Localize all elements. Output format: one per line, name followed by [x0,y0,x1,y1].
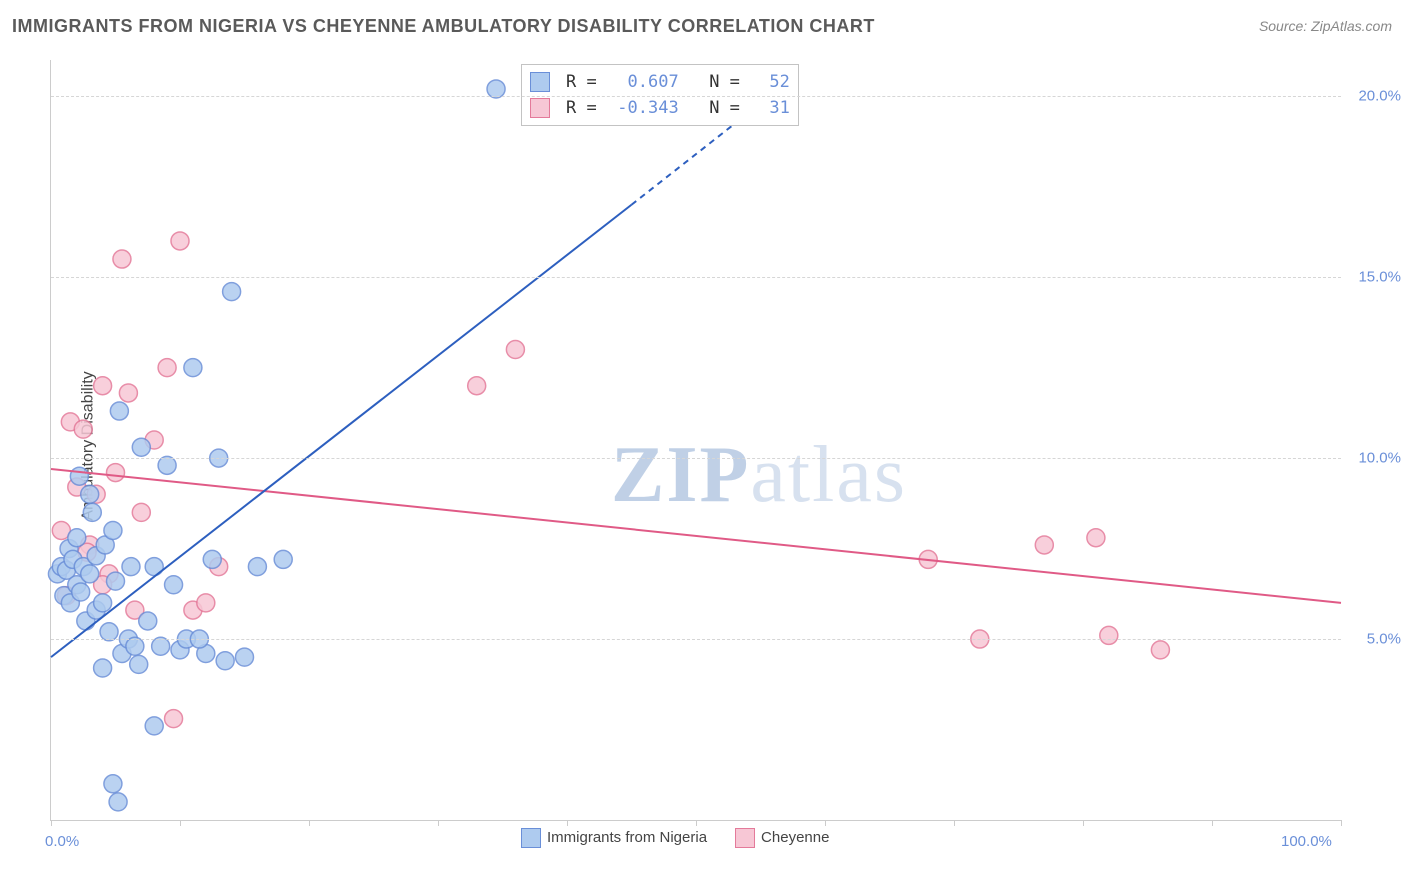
scatter-point [203,550,221,568]
scatter-point [184,359,202,377]
scatter-point [145,717,163,735]
scatter-point [139,612,157,630]
correlation-stats-box: R = 0.607 N = 52 R = -0.343 N = 31 [521,64,799,126]
legend-bottom: Immigrants from Nigeria Cheyenne [521,828,829,848]
x-tick-mark [696,820,697,826]
x-tick-mark [567,820,568,826]
chart-plot-area: ZIPatlas R =0.607 N =52R =-0.343 N =31 I… [50,60,1341,821]
scatter-point [468,377,486,395]
x-tick-label: 0.0% [45,833,79,850]
scatter-point [132,503,150,521]
scatter-point [109,793,127,811]
x-tick-label: 100.0% [1281,833,1332,850]
scatter-point [113,250,131,268]
scatter-point [158,359,176,377]
scatter-point [216,652,234,670]
scatter-point [130,655,148,673]
legend-item: Immigrants from Nigeria [521,828,707,848]
scatter-point [107,464,125,482]
legend-item: Cheyenne [735,828,829,848]
scatter-point [165,710,183,728]
y-tick-label: 10.0% [1358,450,1401,467]
stat-n-value: 52 [750,69,790,95]
stat-r-label: R = [566,69,597,95]
scatter-point [81,565,99,583]
stat-n-value: 31 [750,95,790,121]
scatter-point [81,485,99,503]
scatter-point [110,402,128,420]
legend-label: Immigrants from Nigeria [547,829,707,846]
scatter-point [70,467,88,485]
source-name: ZipAtlas.com [1311,18,1392,34]
legend-swatch [530,98,550,118]
source-attribution: Source: ZipAtlas.com [1259,18,1392,34]
scatter-point [68,529,86,547]
x-tick-mark [51,820,52,826]
gridline [51,639,1341,640]
chart-svg-layer [51,60,1341,820]
gridline [51,458,1341,459]
scatter-point [1087,529,1105,547]
x-tick-mark [1212,820,1213,826]
source-label: Source: [1259,18,1307,34]
scatter-point [1035,536,1053,554]
regression-line [51,205,632,657]
scatter-point [165,576,183,594]
scatter-point [1151,641,1169,659]
gridline [51,96,1341,97]
scatter-point [119,384,137,402]
scatter-point [94,377,112,395]
scatter-point [104,521,122,539]
y-tick-label: 5.0% [1367,631,1401,648]
stat-r-value: 0.607 [607,69,679,95]
gridline [51,277,1341,278]
scatter-point [132,438,150,456]
stat-r-value: -0.343 [607,95,679,121]
scatter-point [1100,626,1118,644]
stat-n-label: N = [689,95,740,121]
stat-r-label: R = [566,95,597,121]
stat-row: R = -0.343 N = 31 [530,95,790,121]
stat-row: R = 0.607 N = 52 [530,69,790,95]
legend-swatch [521,828,541,848]
scatter-point [94,659,112,677]
x-tick-mark [1341,820,1342,826]
scatter-point [248,558,266,576]
x-tick-mark [954,820,955,826]
scatter-point [74,420,92,438]
x-tick-mark [180,820,181,826]
scatter-point [94,594,112,612]
y-tick-label: 15.0% [1358,269,1401,286]
scatter-point [171,232,189,250]
scatter-point [72,583,90,601]
x-tick-mark [309,820,310,826]
legend-swatch [530,72,550,92]
scatter-point [107,572,125,590]
scatter-point [122,558,140,576]
stat-n-label: N = [689,69,740,95]
scatter-point [104,775,122,793]
legend-swatch [735,828,755,848]
scatter-point [236,648,254,666]
scatter-point [506,341,524,359]
scatter-point [197,594,215,612]
scatter-point [83,503,101,521]
x-tick-mark [1083,820,1084,826]
scatter-point [223,283,241,301]
y-tick-label: 20.0% [1358,88,1401,105]
regression-line [51,469,1341,603]
x-tick-mark [438,820,439,826]
legend-label: Cheyenne [761,829,829,846]
x-tick-mark [825,820,826,826]
scatter-point [274,550,292,568]
chart-title: IMMIGRANTS FROM NIGERIA VS CHEYENNE AMBU… [12,16,875,37]
